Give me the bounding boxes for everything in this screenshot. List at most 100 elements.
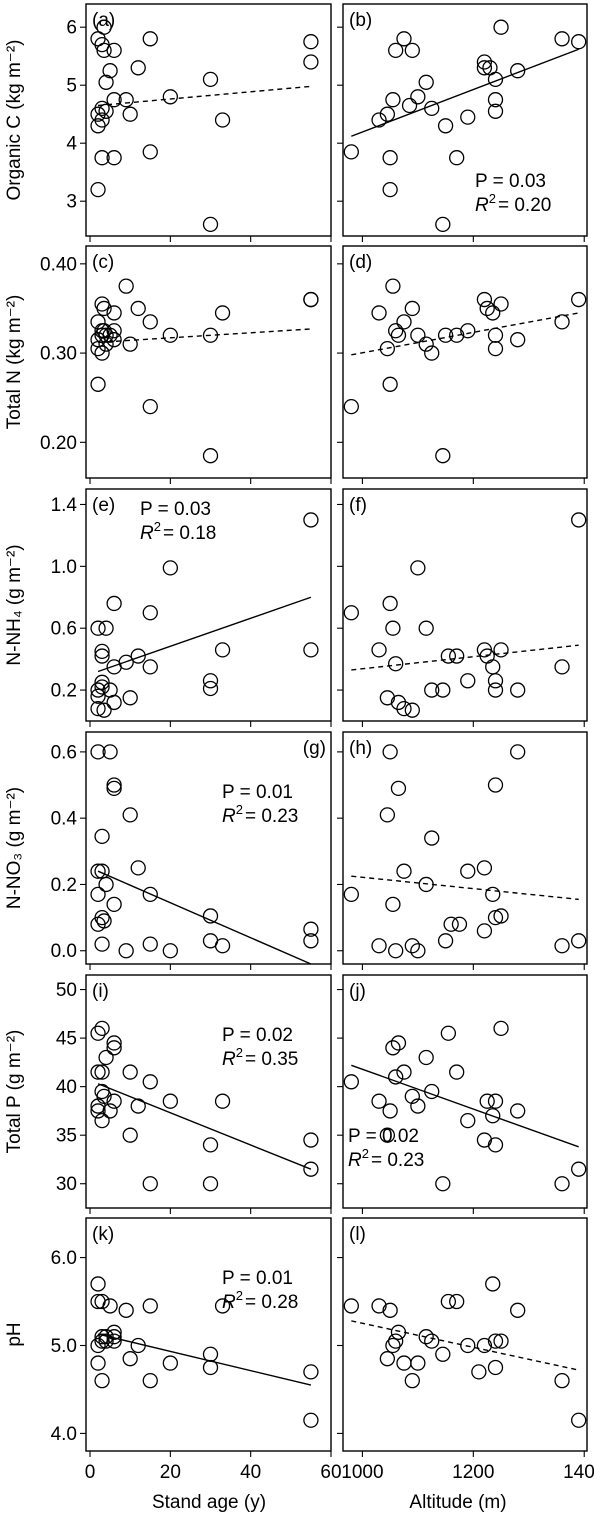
stat-p-i: P = 0.02 — [222, 1025, 293, 1046]
data-point-h-11 — [424, 830, 440, 846]
stat-r2-superscript-b: 2 — [489, 191, 496, 206]
data-point-b-0 — [343, 144, 359, 160]
y-tick-label-k-2: 6.0 — [51, 1248, 77, 1269]
data-point-j-12 — [435, 1176, 451, 1192]
stat-r2-j: R2 = 0.23 — [348, 1146, 424, 1171]
data-point-c-21 — [202, 327, 219, 343]
y-tick-label-c-1: 0.30 — [40, 344, 77, 365]
data-point-j-13 — [440, 1025, 457, 1041]
data-point-g-15 — [122, 807, 138, 823]
data-point-d-18 — [485, 305, 501, 321]
data-point-g-12 — [106, 780, 122, 796]
data-point-b-17 — [476, 54, 493, 70]
data-point-e-19 — [162, 560, 178, 576]
data-point-k-3 — [90, 1337, 106, 1354]
data-point-l-3 — [382, 1302, 398, 1318]
data-point-a-26 — [303, 54, 319, 70]
data-point-a-19 — [142, 31, 158, 47]
data-point-e-18 — [142, 659, 158, 675]
data-point-b-8 — [401, 97, 418, 114]
data-point-h-2 — [379, 807, 396, 823]
y-tick-label-a-3: 6 — [66, 18, 77, 39]
data-point-f-5 — [388, 656, 404, 672]
stat-r2-superscript-e: 2 — [154, 519, 161, 534]
y-tick-label-c-2: 0.40 — [40, 254, 77, 275]
data-point-a-12 — [102, 63, 118, 79]
data-point-g-2 — [90, 886, 106, 903]
data-point-k-14 — [118, 1302, 134, 1318]
data-point-k-16 — [130, 1337, 146, 1354]
data-point-a-11 — [98, 103, 114, 119]
data-point-i-11 — [106, 1035, 122, 1051]
panel-tag-i: (i) — [92, 981, 109, 1002]
fit-line-g — [97, 870, 312, 965]
data-point-i-12 — [106, 1040, 122, 1056]
y-tick-label-i-0: 30 — [56, 1174, 77, 1195]
data-point-b-6 — [388, 42, 404, 59]
stat-r2-symbol-k: R — [222, 1292, 236, 1313]
data-point-i-8 — [96, 1088, 112, 1105]
data-point-a-14 — [106, 92, 122, 108]
stat-r2-i: R2 = 0.35 — [222, 1045, 298, 1070]
data-point-g-1 — [90, 863, 106, 879]
panel-frame-d — [342, 245, 588, 479]
data-point-b-23 — [493, 19, 509, 35]
data-point-d-12 — [435, 448, 451, 464]
stat-r2-g: R2 = 0.23 — [222, 802, 298, 827]
stat-p-k: P = 0.01 — [222, 1268, 293, 1289]
y-axis-title-e: N-NH₄ (g m⁻²) — [4, 544, 25, 665]
stat-r2-symbol-j: R — [348, 1150, 362, 1171]
data-point-e-5 — [94, 648, 110, 664]
y-tick-label-g-1: 0.2 — [51, 875, 77, 896]
data-point-d-24 — [571, 291, 587, 308]
stat-r2-value-j: = 0.23 — [371, 1150, 424, 1171]
data-point-j-7 — [396, 1064, 412, 1080]
data-point-h-22 — [510, 744, 526, 760]
stat-r2-value-i: = 0.35 — [245, 1049, 298, 1070]
data-point-d-15 — [460, 323, 476, 339]
data-point-h-23 — [554, 938, 570, 954]
data-point-j-4 — [385, 1040, 401, 1056]
data-point-l-24 — [571, 1412, 587, 1428]
data-point-f-20 — [487, 682, 504, 698]
data-point-h-1 — [371, 938, 387, 954]
panel-tag-f: (f) — [349, 495, 367, 516]
data-point-h-24 — [571, 933, 587, 949]
stat-r2-value-b: = 0.20 — [498, 195, 551, 216]
data-point-b-15 — [449, 150, 465, 166]
panel-tag-h: (h) — [349, 738, 372, 759]
data-point-a-8 — [96, 19, 112, 35]
data-point-j-0 — [343, 1074, 359, 1090]
data-point-k-18 — [142, 1373, 158, 1389]
data-point-d-21 — [493, 296, 509, 312]
data-point-i-19 — [162, 1093, 178, 1109]
data-point-j-15 — [460, 1112, 476, 1129]
data-point-k-0 — [90, 1276, 106, 1292]
data-point-k-9 — [98, 1333, 114, 1349]
data-point-h-3 — [382, 744, 398, 760]
stat-r2-superscript-g: 2 — [236, 802, 243, 817]
data-point-e-23 — [303, 512, 319, 528]
data-point-f-1 — [371, 642, 387, 658]
panel-tag-b: (b) — [349, 10, 372, 31]
data-point-g-10 — [102, 744, 118, 760]
data-point-e-20 — [202, 673, 219, 689]
data-point-j-2 — [379, 1127, 396, 1143]
data-point-i-9 — [98, 1049, 114, 1066]
data-point-a-13 — [106, 42, 122, 59]
data-point-f-6 — [390, 694, 407, 711]
data-point-e-11 — [106, 595, 122, 612]
x-axis-title-stand-age: Stand age (y) — [152, 1492, 266, 1513]
y-axis-title-i: Total P (g m⁻²) — [4, 1030, 25, 1154]
data-point-c-6 — [94, 345, 110, 361]
data-point-a-25 — [303, 34, 319, 50]
data-point-b-5 — [385, 92, 401, 108]
data-point-g-14 — [118, 943, 134, 959]
data-point-d-22 — [510, 332, 526, 348]
y-tick-label-i-4: 50 — [56, 980, 77, 1001]
data-point-g-8 — [96, 913, 112, 929]
